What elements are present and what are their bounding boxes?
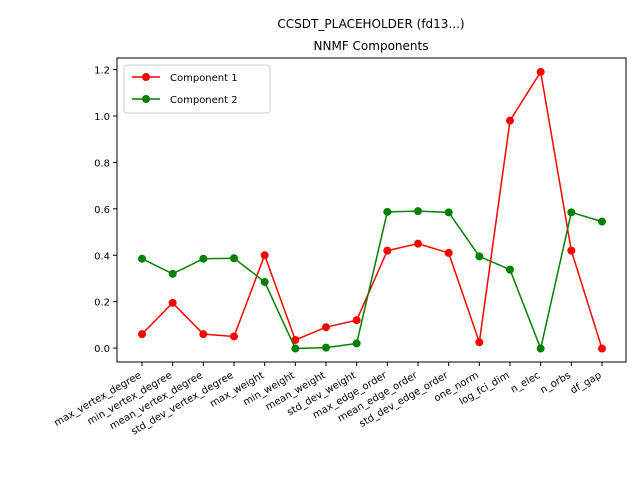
legend-box	[123, 64, 271, 114]
y-tick-label: 0.2	[94, 298, 110, 309]
data-point	[352, 316, 361, 325]
x-tick-label: n_orbs	[539, 370, 573, 396]
data-point	[230, 332, 238, 341]
legend-label-2: Component 2	[170, 95, 238, 106]
data-point	[444, 248, 453, 257]
data-point	[168, 269, 177, 278]
data-point	[444, 208, 453, 217]
data-point	[567, 246, 576, 255]
data-point	[230, 254, 238, 263]
data-point	[260, 277, 269, 286]
plot-area	[138, 67, 606, 353]
data-point	[322, 343, 330, 352]
data-point	[322, 323, 330, 332]
data-point	[291, 344, 300, 353]
data-point	[475, 338, 484, 347]
legend: Component 1 Component 2	[123, 64, 271, 114]
data-point	[383, 246, 392, 255]
data-point	[199, 254, 208, 263]
data-point	[199, 330, 208, 339]
y-tick-label: 0.4	[94, 251, 110, 262]
chart-title-line-2: NNMF Components	[314, 39, 429, 53]
chart-title-line-1: CCSDT_PLACEHOLDER (fd13...)	[277, 17, 464, 31]
data-point	[352, 339, 361, 348]
data-point	[598, 344, 606, 353]
data-point	[383, 207, 392, 216]
data-point	[138, 254, 146, 263]
data-point	[414, 239, 422, 248]
x-tick-label: n_elec	[509, 370, 542, 395]
y-tick-label: 0.0	[94, 344, 110, 355]
data-point	[138, 330, 146, 339]
data-point	[567, 208, 576, 217]
data-point	[536, 67, 545, 76]
data-point	[598, 217, 606, 226]
data-point	[536, 344, 545, 353]
data-point	[168, 298, 177, 307]
series-line-1	[141, 69, 603, 349]
y-tick-label: 1.0	[94, 112, 110, 123]
data-point	[475, 252, 484, 261]
data-point	[291, 335, 300, 344]
data-point	[506, 265, 514, 274]
x-tick-label: df_gap	[569, 370, 604, 396]
legend-marker-1	[142, 73, 150, 81]
y-tick-label: 0.6	[94, 205, 110, 216]
legend-marker-2	[142, 95, 150, 103]
plot-frame	[116, 57, 627, 363]
y-tick-label: 1.2	[94, 66, 110, 77]
data-point	[260, 251, 269, 260]
data-point	[506, 116, 514, 125]
legend-label-1: Component 1	[170, 73, 238, 84]
y-tick-label: 0.8	[94, 158, 110, 169]
data-point	[414, 207, 422, 216]
series-line-2	[141, 210, 603, 352]
